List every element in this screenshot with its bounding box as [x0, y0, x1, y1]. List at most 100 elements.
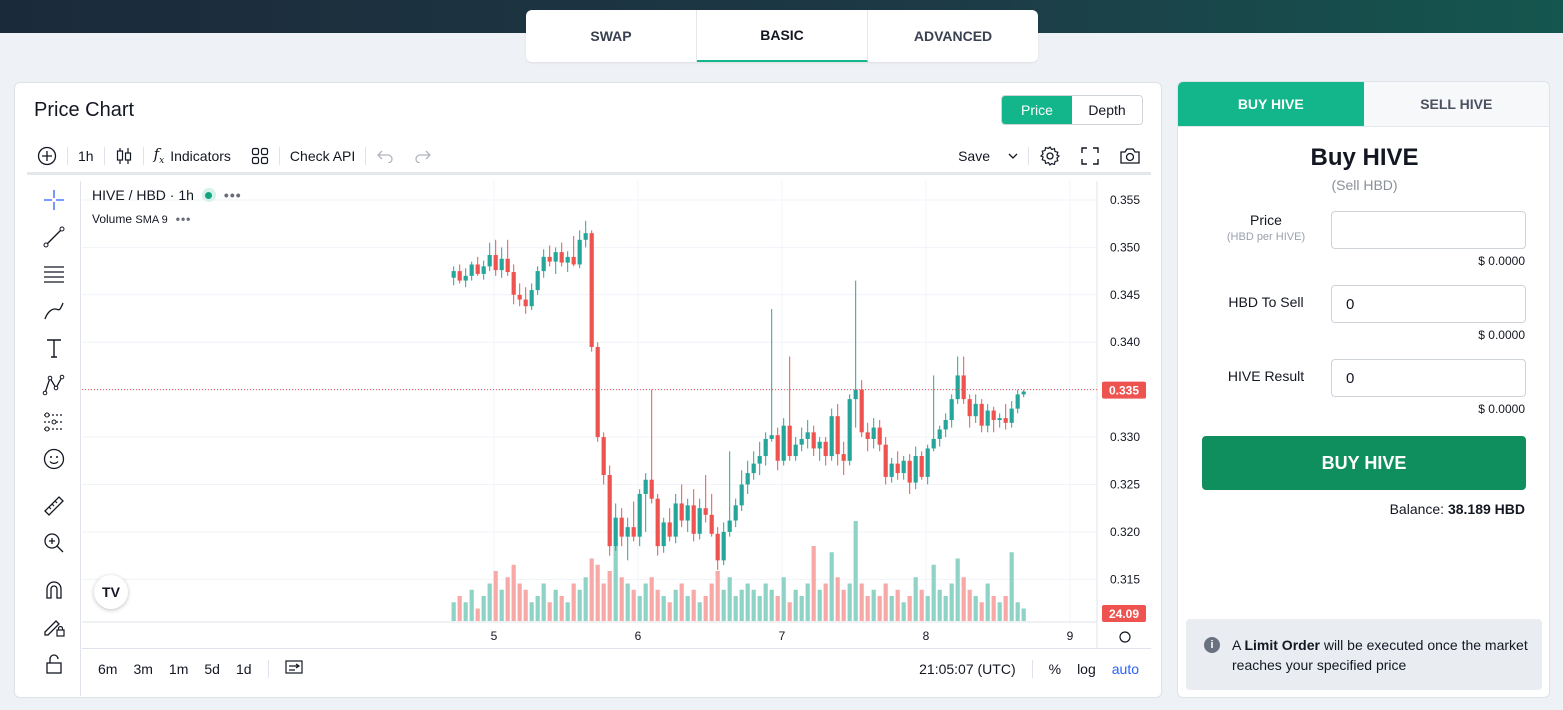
volume-bar: [955, 558, 960, 621]
tab-swap[interactable]: SWAP: [526, 10, 697, 62]
buy-sell-tabs: BUY HIVE SELL HIVE: [1178, 82, 1549, 127]
range-3m[interactable]: 3m: [133, 660, 153, 677]
range-1m[interactable]: 1m: [168, 660, 189, 677]
auto-scale-toggle[interactable]: auto: [1111, 660, 1139, 677]
lock-drawing-tool[interactable]: [36, 609, 72, 645]
chart-type-button[interactable]: [105, 139, 143, 172]
tab-buy-hive[interactable]: BUY HIVE: [1178, 82, 1364, 126]
volume-bar: [535, 596, 540, 621]
hive-result-input[interactable]: [1331, 359, 1526, 397]
candlestick-chart[interactable]: 0.355 0.350 0.345 0.340 0.335 0.330 0.325 0.320…: [82, 181, 1151, 648]
candle-body: [877, 427, 882, 445]
tradingview-logo-icon[interactable]: TV: [94, 575, 128, 609]
volume-bar: [835, 577, 840, 621]
x-tick-label: 7: [779, 629, 786, 643]
volume-bar: [523, 589, 528, 621]
undo-button[interactable]: [366, 139, 404, 172]
candle-body: [883, 444, 888, 477]
more-icon[interactable]: •••: [223, 187, 242, 203]
volume-bar: [823, 583, 828, 621]
utc-clock[interactable]: 21:05:07 (UTC): [919, 660, 1016, 677]
settings-button[interactable]: [1029, 139, 1071, 172]
percent-scale-toggle[interactable]: %: [1048, 660, 1062, 677]
candle-body: [907, 460, 912, 483]
candle-body: [757, 456, 762, 464]
redo-button[interactable]: [404, 139, 442, 172]
check-api-button[interactable]: Check API: [289, 147, 356, 164]
more-icon[interactable]: •••: [175, 212, 192, 226]
candle-body: [931, 438, 936, 449]
candle-body: [847, 399, 852, 461]
candle-body: [457, 271, 462, 281]
range-6m[interactable]: 6m: [98, 660, 118, 677]
depth-toggle-button[interactable]: Depth: [1072, 96, 1142, 124]
volume-bar: [793, 589, 798, 621]
measure-tool[interactable]: [36, 488, 72, 524]
candle-body: [823, 441, 828, 457]
fullscreen-button[interactable]: [1071, 139, 1109, 172]
candle-body: [937, 429, 942, 439]
info-icon: i: [1204, 637, 1220, 653]
log-scale-toggle[interactable]: log: [1077, 660, 1096, 677]
volume-legend: Volume SMA 9 •••: [92, 212, 191, 226]
indicators-button[interactable]: fx Indicators: [144, 139, 241, 172]
range-1d[interactable]: 1d: [235, 660, 252, 677]
lock-all-tool[interactable]: [36, 646, 72, 682]
candle-body: [955, 375, 960, 400]
candle-body: [655, 498, 660, 547]
tab-sell-hive[interactable]: SELL HIVE: [1363, 82, 1549, 126]
hbd-to-sell-input[interactable]: [1331, 285, 1526, 323]
candle-body: [763, 438, 768, 457]
trend-line-tool[interactable]: [36, 219, 72, 255]
chart-plot-area[interactable]: 0.355 0.350 0.345 0.340 0.335 0.330 0.325 0.320…: [82, 181, 1151, 697]
magnet-tool[interactable]: [36, 572, 72, 608]
pattern-tool[interactable]: [36, 367, 72, 403]
layouts-button[interactable]: [241, 139, 279, 172]
fib-tool[interactable]: [36, 256, 72, 292]
balance: Balance: 38.189 HBD: [1390, 501, 1525, 517]
volume-bar: [817, 589, 822, 621]
candle-body: [871, 427, 876, 439]
limit-order-note: i A Limit Order will be executed once th…: [1186, 619, 1542, 690]
axis-settings-icon[interactable]: [1119, 631, 1131, 643]
buy-hive-button[interactable]: BUY HIVE: [1202, 436, 1526, 490]
candle-body: [949, 399, 954, 420]
candle-body: [925, 448, 930, 477]
candle-body: [631, 527, 636, 537]
volume-bar: [1021, 608, 1026, 621]
mode-tabs: SWAP BASIC ADVANCED: [526, 10, 1038, 62]
add-symbol-button[interactable]: [27, 139, 67, 172]
hive-result-label: HIVE Result: [1227, 368, 1305, 384]
candle-body: [565, 256, 570, 263]
hive-usd-value: $ 0.0000: [1478, 402, 1525, 416]
symbol-legend: HIVE / HBD · 1h •••: [92, 187, 242, 203]
screenshot-button[interactable]: [1109, 139, 1151, 172]
undo-icon: [377, 150, 393, 163]
zoom-tool[interactable]: [36, 525, 72, 561]
price-toggle-button[interactable]: Price: [1002, 96, 1072, 124]
crosshair-tool[interactable]: [36, 182, 72, 218]
range-5d[interactable]: 5d: [204, 660, 220, 677]
candle-body: [451, 271, 456, 278]
grid-icon: [251, 147, 269, 164]
forecast-tool[interactable]: [36, 404, 72, 440]
candle-body: [715, 533, 720, 561]
emoji-tool[interactable]: [36, 441, 72, 477]
brush-tool[interactable]: [36, 293, 72, 329]
goto-date-icon: [284, 660, 303, 674]
fullscreen-icon: [1081, 146, 1099, 165]
market-status-icon: [201, 188, 216, 202]
price-input[interactable]: [1331, 211, 1526, 249]
volume-bar: [931, 564, 936, 621]
date-range-button[interactable]: [277, 659, 311, 678]
y-tick-label: 0.355: [1110, 193, 1140, 207]
candle-body: [805, 432, 810, 439]
candle-body: [595, 346, 600, 438]
text-tool[interactable]: [36, 330, 72, 366]
save-button[interactable]: Save: [948, 139, 1028, 172]
candle-body: [709, 514, 714, 534]
candle-body: [919, 456, 924, 477]
tab-advanced[interactable]: ADVANCED: [913, 28, 993, 44]
interval-button[interactable]: 1h: [78, 147, 94, 164]
tab-basic[interactable]: BASIC: [697, 10, 868, 62]
